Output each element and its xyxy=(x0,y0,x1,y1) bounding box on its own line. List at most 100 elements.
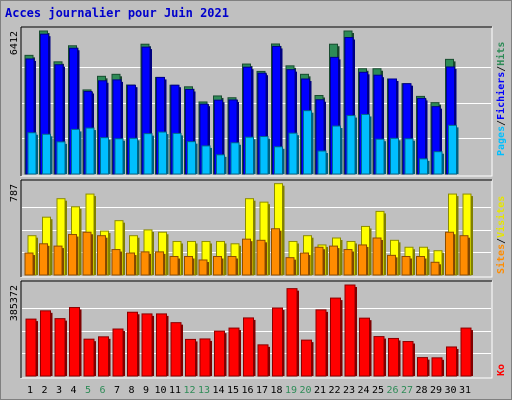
visites-bar-shadow xyxy=(79,208,82,275)
sites-bar xyxy=(213,255,222,276)
day-label: 23 xyxy=(343,385,355,396)
sites-bar xyxy=(82,231,92,276)
fichiers-bar-shadow xyxy=(353,39,355,175)
fichiers-bar-shadow xyxy=(280,48,283,174)
visites-bar-shadow xyxy=(137,237,140,275)
pages-bar xyxy=(114,138,124,175)
visites-bar-shadow xyxy=(152,231,154,275)
pages-bar-shadow xyxy=(268,138,270,174)
day-label: 24 xyxy=(357,385,369,396)
sites-bar-shadow xyxy=(453,234,456,275)
pages-bar-shadow xyxy=(79,131,82,174)
pages-bar-shadow xyxy=(311,112,314,174)
sites-bar xyxy=(445,231,454,276)
day-label: 12 xyxy=(183,385,195,396)
pages-bar xyxy=(172,132,182,175)
visites-bar-shadow xyxy=(369,228,372,275)
fichiers-bar-shadow xyxy=(440,108,442,174)
sites-bar-shadow xyxy=(250,241,253,275)
sites-bar-shadow xyxy=(308,255,311,275)
sites-bar xyxy=(358,244,367,276)
pages-bar-shadow xyxy=(224,156,227,174)
sites-bar-shadow xyxy=(439,264,441,275)
pages-bar xyxy=(346,115,356,175)
day-label: 22 xyxy=(328,385,340,396)
visites-bar-shadow xyxy=(384,213,386,275)
sites-bar xyxy=(285,257,295,276)
ko-bar-shadow xyxy=(355,287,357,376)
visites-bar-shadow xyxy=(195,243,198,275)
sites-bar xyxy=(97,235,106,276)
sites-bar xyxy=(387,254,396,276)
legend-sites: Sites xyxy=(495,244,507,274)
fichiers-bar-shadow xyxy=(63,66,65,174)
day-label: 29 xyxy=(430,385,442,396)
visites-bar-shadow xyxy=(311,237,314,275)
pages-bar-shadow xyxy=(94,130,96,174)
sites-bar-shadow xyxy=(134,255,137,275)
pages-bar-shadow xyxy=(456,127,459,174)
ko-bar xyxy=(25,318,37,377)
visites-bar-shadow xyxy=(50,219,53,275)
fichiers-bar-shadow xyxy=(251,69,254,174)
pages-bar xyxy=(85,127,95,175)
sites-bar-shadow xyxy=(105,237,108,275)
day-label: 6 xyxy=(99,385,105,396)
day-label: 25 xyxy=(372,385,384,396)
ko-panel-max-label: 385372 xyxy=(9,285,20,321)
hits-panel-max-label: 6412 xyxy=(9,31,20,55)
sites-bar xyxy=(459,235,469,276)
ko-bar xyxy=(359,317,370,377)
ko-bar-shadow xyxy=(166,315,169,376)
day-label: 21 xyxy=(314,385,326,396)
sites-bar-shadow xyxy=(33,255,35,275)
pages-bar-shadow xyxy=(210,147,212,174)
pages-bar-shadow xyxy=(65,143,67,174)
fichiers-bar-shadow xyxy=(77,50,80,174)
ko-bar-shadow xyxy=(239,330,241,376)
ko-bar-shadow xyxy=(210,340,212,376)
pages-bar xyxy=(201,145,211,175)
sites-bar xyxy=(68,234,77,276)
visites-bar-shadow xyxy=(224,243,227,275)
day-label: 20 xyxy=(299,385,311,396)
ko-bar xyxy=(54,318,66,377)
sites-bar xyxy=(198,259,208,276)
sites-bar-shadow xyxy=(221,258,224,275)
sites-bar-shadow xyxy=(192,258,195,275)
ko-bar-shadow xyxy=(471,330,473,376)
sites-bar xyxy=(242,238,251,276)
ko-bar xyxy=(228,327,240,377)
visites-bar-shadow xyxy=(340,239,343,275)
day-label: 10 xyxy=(154,385,166,396)
ko-bar-shadow xyxy=(384,338,386,376)
sites-bar-shadow xyxy=(178,258,180,275)
ko-bar-shadow xyxy=(311,342,314,376)
ko-bar xyxy=(272,307,283,377)
ko-bar xyxy=(373,336,385,377)
ko-bar-shadow xyxy=(50,312,53,376)
fichiers-bar-shadow xyxy=(135,87,138,174)
visites-bar-shadow xyxy=(239,245,241,275)
visites-bar-shadow xyxy=(94,196,96,275)
sites-bar-shadow xyxy=(337,248,340,275)
legend-visites: Visites xyxy=(495,196,507,238)
pages-bar xyxy=(245,136,254,175)
pages-bar-shadow xyxy=(297,135,299,174)
visites-bar-shadow xyxy=(456,196,459,275)
visites-bar-shadow xyxy=(108,233,111,275)
fichiers-bar-shadow xyxy=(150,49,152,174)
visites-bar-shadow xyxy=(297,243,299,275)
ko-bar-shadow xyxy=(181,324,183,376)
pages-bar xyxy=(100,137,109,175)
ko-bar xyxy=(286,288,298,377)
sites-bar-shadow xyxy=(207,261,209,275)
day-label: 14 xyxy=(212,385,224,396)
pages-bar xyxy=(27,132,37,175)
ko-bar xyxy=(83,338,95,377)
pages-bar xyxy=(375,138,385,175)
sites-bar xyxy=(53,245,63,276)
sites-bar xyxy=(271,228,280,276)
legend-ko: Ko xyxy=(496,364,507,376)
